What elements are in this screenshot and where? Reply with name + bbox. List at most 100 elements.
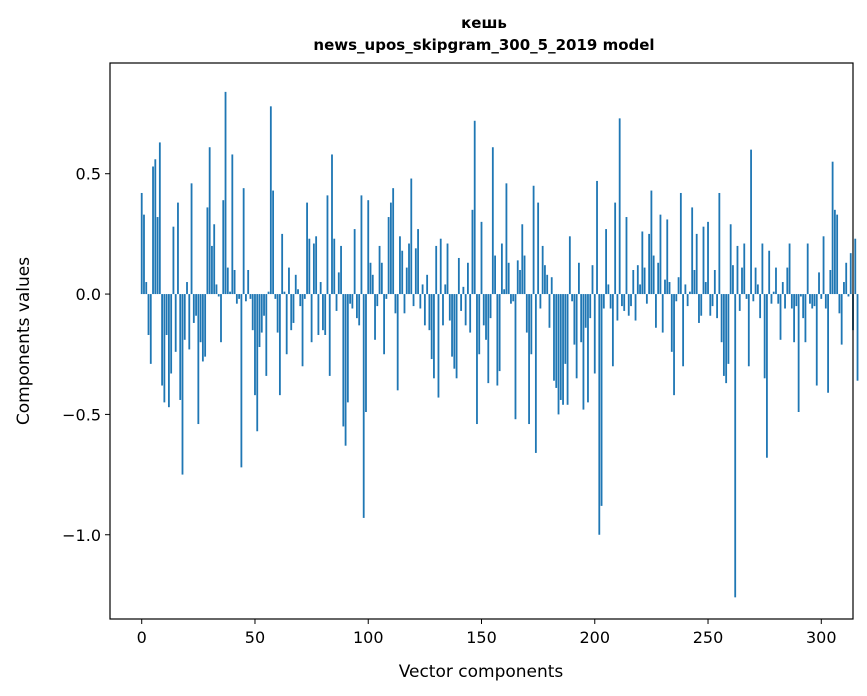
bar-89 [342, 294, 345, 427]
bar-145 [469, 294, 472, 333]
bar-244 [693, 269, 696, 295]
bar-162 [507, 262, 510, 295]
bar-301 [822, 236, 825, 295]
bar-279 [772, 291, 775, 295]
bar-315 [854, 238, 857, 295]
bar-108 [385, 294, 388, 299]
bar-274 [761, 243, 764, 295]
bar-140 [457, 257, 460, 295]
bar-50 [254, 294, 256, 396]
bar-109 [387, 217, 390, 295]
bar-136 [448, 294, 451, 321]
bar-178 [544, 265, 546, 295]
bar-61 [278, 294, 281, 396]
bar-97 [360, 195, 363, 295]
bar-219 [636, 265, 639, 295]
bar-113 [396, 294, 399, 391]
bar-100 [367, 200, 370, 295]
bar-303 [827, 294, 829, 393]
bar-128 [430, 294, 433, 360]
bar-177 [541, 245, 544, 295]
bar-80 [322, 294, 324, 331]
bar-72 [303, 294, 306, 299]
bar-245 [695, 233, 698, 295]
bar-256 [720, 294, 723, 343]
x-tick-label: 50 [245, 628, 265, 647]
bar-39 [229, 291, 231, 295]
bar-114 [399, 236, 401, 295]
bar-43 [238, 294, 241, 299]
bar-148 [476, 294, 478, 425]
bar-73 [306, 202, 308, 295]
x-tick-label: 250 [693, 628, 724, 647]
bar-147 [473, 120, 476, 295]
bar-78 [317, 294, 320, 335]
bar-47 [247, 269, 250, 295]
bar-119 [410, 178, 413, 295]
bar-28 [204, 294, 207, 357]
bar-127 [428, 294, 431, 331]
bar-11 [165, 294, 168, 335]
bar-124 [421, 284, 424, 295]
bar-66 [290, 294, 293, 331]
bar-17 [179, 294, 182, 400]
bar-241 [686, 294, 689, 307]
bar-229 [659, 214, 662, 295]
bar-194 [580, 294, 583, 343]
bar-79 [319, 282, 322, 295]
bar-86 [335, 294, 338, 311]
bar-218 [634, 294, 637, 321]
bar-150 [480, 221, 483, 295]
bar-23 [192, 294, 195, 323]
bar-88 [340, 245, 342, 295]
bar-118 [408, 243, 410, 295]
bar-163 [510, 294, 512, 304]
x-axis-label: Vector components [399, 662, 564, 682]
bar-62 [281, 233, 284, 295]
bar-259 [727, 294, 730, 364]
bar-57 [269, 106, 272, 295]
bar-240 [684, 284, 687, 295]
bar-180 [548, 294, 551, 328]
bar-33 [215, 284, 218, 295]
bar-15 [174, 294, 177, 352]
bar-224 [648, 233, 651, 295]
bar-138 [453, 294, 456, 369]
y-axis-ticks: −1.0 −0.5 0.0 0.5 [62, 165, 110, 545]
bar-251 [709, 294, 712, 316]
bar-168 [521, 224, 524, 295]
bar-53 [260, 294, 263, 333]
bar-309 [840, 294, 843, 345]
bar-75 [310, 294, 313, 343]
bar-231 [664, 279, 666, 295]
bar-37 [224, 91, 227, 295]
bar-253 [713, 269, 716, 295]
bar-250 [707, 221, 709, 295]
bar-248 [702, 226, 705, 295]
bar-51 [256, 294, 259, 432]
bar-191 [573, 294, 576, 345]
bar-60 [276, 294, 279, 333]
bar-76 [312, 243, 315, 295]
bar-255 [718, 192, 721, 295]
bar-133 [442, 294, 444, 326]
bar-264 [738, 294, 741, 311]
bar-161 [505, 183, 508, 295]
bar-19 [183, 294, 186, 340]
bar-257 [722, 294, 725, 376]
bar-234 [670, 294, 673, 352]
bar-289 [795, 294, 798, 307]
bar-7 [156, 217, 159, 295]
bar-286 [788, 243, 791, 295]
bar-230 [661, 294, 664, 333]
x-tick-label: 150 [466, 628, 497, 647]
bar-142 [462, 286, 465, 295]
bar-225 [650, 190, 653, 295]
bar-165 [514, 294, 517, 420]
bar-254 [716, 294, 718, 319]
bar-69 [297, 289, 299, 295]
bar-222 [643, 267, 646, 295]
bar-213 [623, 294, 626, 311]
bar-278 [770, 294, 773, 304]
